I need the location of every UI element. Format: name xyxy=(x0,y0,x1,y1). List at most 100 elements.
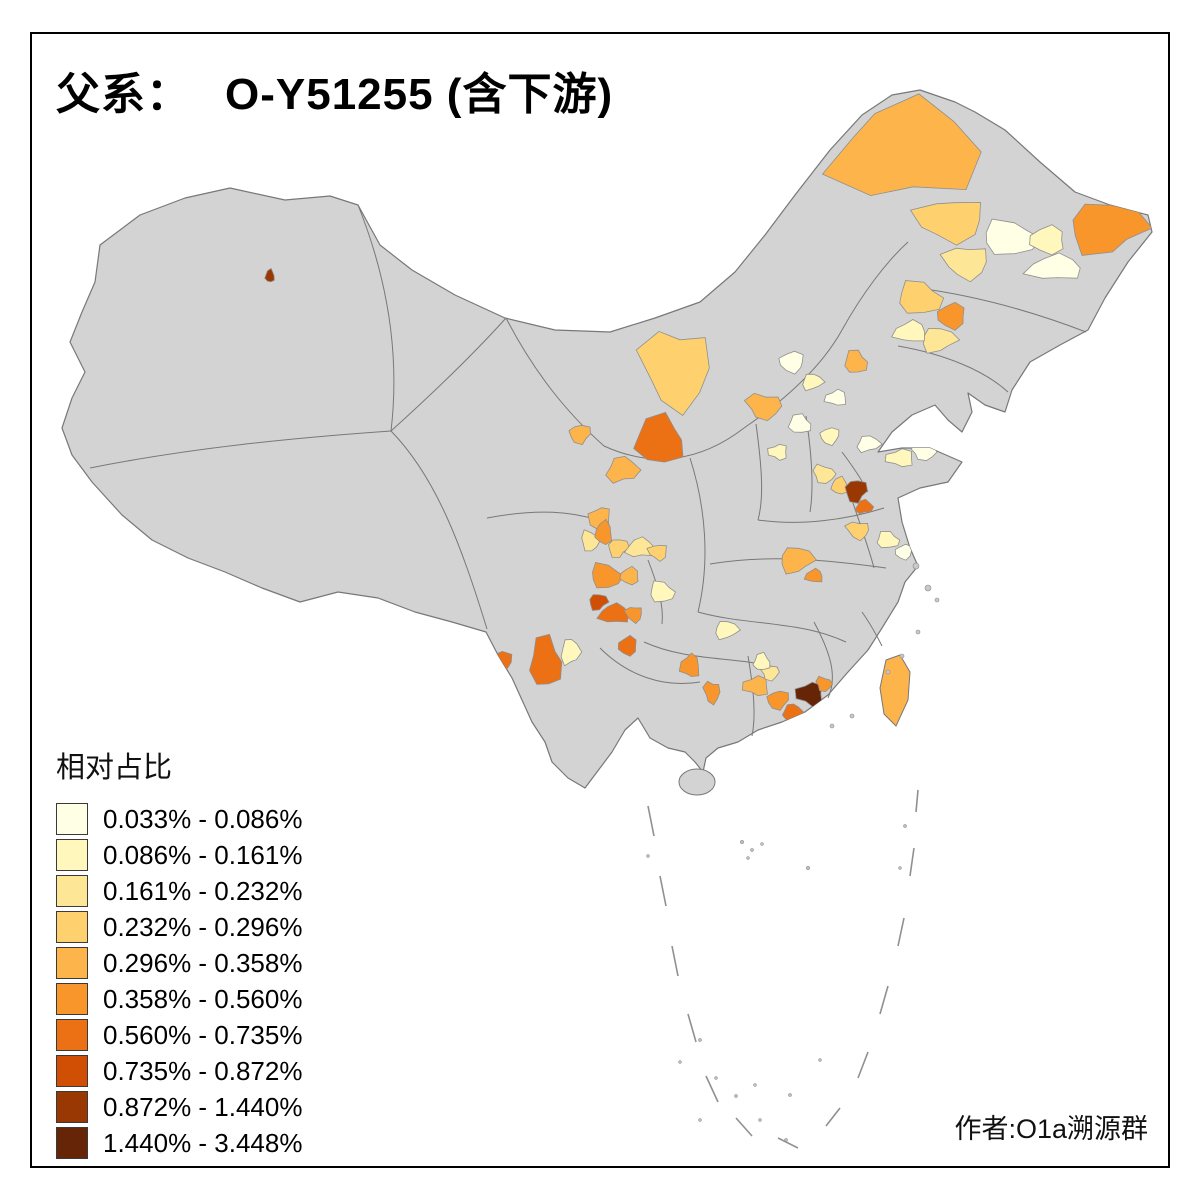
legend-item: 0.560% - 0.735% xyxy=(56,1018,302,1051)
legend-swatch xyxy=(56,1090,88,1123)
map-region xyxy=(939,247,987,283)
legend-item: 1.440% - 3.448% xyxy=(56,1126,302,1159)
map-region xyxy=(529,633,563,685)
map-region xyxy=(646,545,667,562)
legend-swatch xyxy=(56,1054,88,1087)
map-region xyxy=(581,529,601,552)
legend-item: 0.872% - 1.440% xyxy=(56,1090,302,1123)
map-region xyxy=(830,475,849,495)
map-region xyxy=(844,349,868,373)
legend-label: 0.232% - 0.296% xyxy=(103,911,303,942)
map-region xyxy=(1022,252,1081,279)
legend-label: 0.296% - 0.358% xyxy=(103,947,303,978)
map-region xyxy=(633,411,684,463)
legend-item: 0.033% - 0.086% xyxy=(56,802,302,835)
map-region xyxy=(650,580,677,603)
map-region xyxy=(1072,203,1152,256)
legend-label: 0.872% - 1.440% xyxy=(103,1091,303,1122)
map-region xyxy=(884,448,913,468)
map-region xyxy=(608,539,630,558)
map-region xyxy=(819,427,840,447)
china-outline xyxy=(61,89,1153,789)
legend-label: 0.560% - 0.735% xyxy=(103,1019,303,1050)
map-region xyxy=(815,675,834,693)
title-main: O-Y51255 (含下游) xyxy=(225,70,614,119)
author-credit: 作者:O1a溯源群 xyxy=(954,1114,1148,1144)
map-region xyxy=(605,455,642,484)
legend-item: 0.232% - 0.296% xyxy=(56,910,302,943)
map-region xyxy=(596,602,630,623)
map-region xyxy=(812,463,837,484)
map-region xyxy=(778,350,804,375)
map-region xyxy=(592,562,624,589)
legend-label: 0.358% - 0.560% xyxy=(103,983,303,1014)
legend-title: 相对占比 xyxy=(56,752,173,784)
map-region xyxy=(743,392,783,422)
map-region xyxy=(264,267,275,283)
nine-dash-line xyxy=(647,789,919,1149)
legend-swatch xyxy=(56,802,88,835)
map-region xyxy=(890,319,926,342)
map-region xyxy=(1029,224,1064,256)
province-borders xyxy=(89,204,1087,737)
map-region xyxy=(702,680,721,706)
map-region xyxy=(802,373,826,392)
legend-label: 0.161% - 0.232% xyxy=(103,875,303,906)
coastal-islands xyxy=(829,562,940,729)
map-region xyxy=(635,330,710,417)
map-region xyxy=(767,443,787,461)
map-region xyxy=(823,388,846,406)
map-region xyxy=(623,607,642,625)
map-title: 父系： O-Y51255 (含下游) xyxy=(56,58,613,122)
map-region xyxy=(844,480,868,504)
map-region xyxy=(787,413,812,433)
colored-regions xyxy=(264,93,1152,721)
legend-items: 0.033% - 0.086% 0.086% - 0.161% 0.161% - 0… xyxy=(56,802,302,1159)
legend-item: 0.358% - 0.560% xyxy=(56,982,302,1015)
map-region xyxy=(741,675,768,697)
legend-swatch xyxy=(56,838,88,871)
legend-swatch xyxy=(56,1126,88,1159)
legend-label: 0.033% - 0.086% xyxy=(103,803,303,834)
map-region xyxy=(560,639,583,667)
legend-label: 0.735% - 0.872% xyxy=(103,1055,303,1086)
map-region xyxy=(876,530,901,549)
island-marks xyxy=(646,824,907,1142)
map-region xyxy=(781,547,818,575)
map-region xyxy=(936,301,965,331)
map-region xyxy=(899,280,945,314)
map-region xyxy=(985,218,1041,255)
map-region xyxy=(766,690,789,711)
legend-item: 0.086% - 0.161% xyxy=(56,838,302,871)
hainan-island xyxy=(678,768,716,796)
map-region xyxy=(854,498,875,515)
legend-item: 0.161% - 0.232% xyxy=(56,874,302,907)
legend-swatch xyxy=(56,1018,88,1051)
map-region xyxy=(856,435,883,454)
map-region xyxy=(617,634,637,657)
map-region xyxy=(821,93,982,197)
map-region xyxy=(623,536,656,558)
map-region xyxy=(894,543,913,561)
legend-swatch xyxy=(56,982,88,1015)
map-region xyxy=(589,594,610,611)
map-region xyxy=(752,651,771,670)
legend: 相对占比 0.033% - 0.086% 0.086% - 0.161% 0.161… xyxy=(56,744,302,1162)
legend-item: 0.735% - 0.872% xyxy=(56,1054,302,1087)
map-region xyxy=(619,565,639,586)
legend-swatch xyxy=(56,874,88,907)
legend-label: 1.440% - 3.448% xyxy=(103,1127,303,1158)
legend-swatch xyxy=(56,910,88,943)
map-region xyxy=(594,518,613,546)
legend-label: 0.086% - 0.161% xyxy=(103,839,303,870)
legend-item: 0.296% - 0.358% xyxy=(56,946,302,979)
map-region xyxy=(844,521,869,542)
map-region xyxy=(909,201,981,246)
legend-swatch xyxy=(56,946,88,979)
title-prefix: 父系： xyxy=(56,70,191,119)
taiwan-island xyxy=(879,654,911,727)
map-region xyxy=(803,567,823,583)
map-region xyxy=(568,424,591,446)
